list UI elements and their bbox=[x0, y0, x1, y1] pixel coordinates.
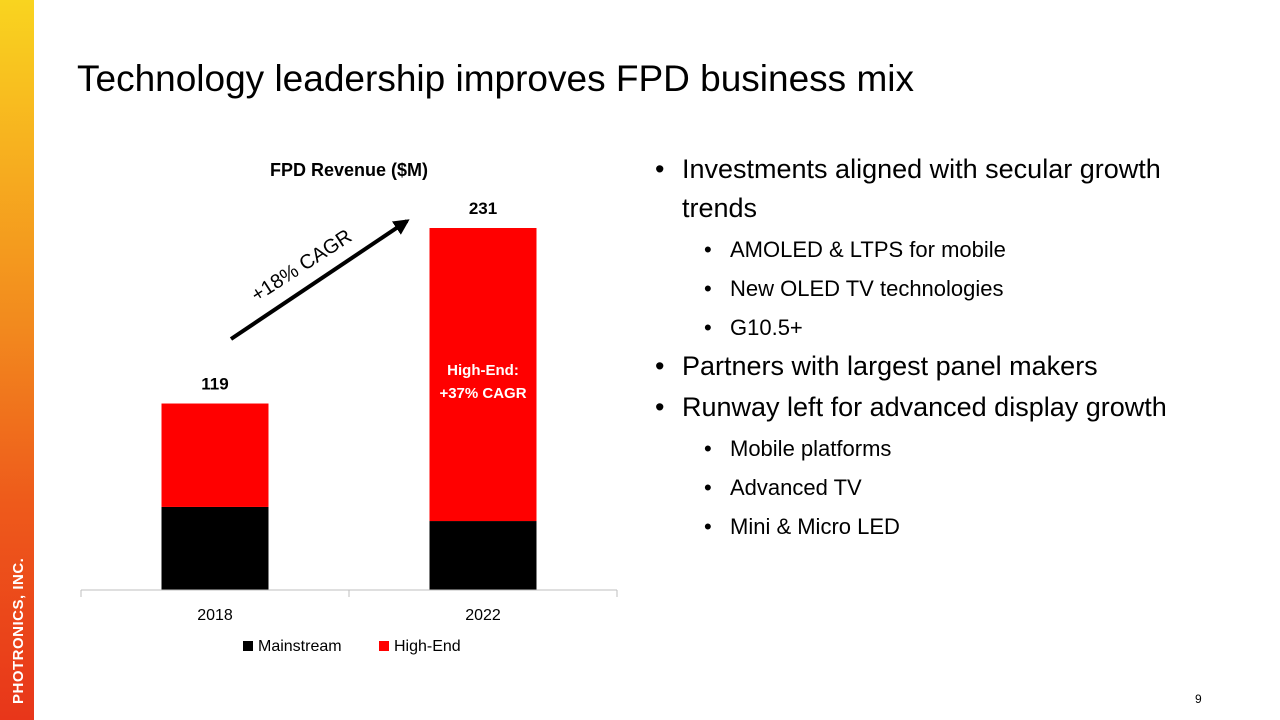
legend: Mainstream High-End bbox=[243, 638, 461, 655]
page-title: Technology leadership improves FPD busin… bbox=[77, 58, 914, 99]
chart-title: FPD Revenue ($M) bbox=[270, 160, 428, 180]
bar-high-end-2022 bbox=[429, 228, 537, 522]
sub-bullet-item: Mini & Micro LED bbox=[655, 507, 1215, 546]
bullet-item: Investments aligned with secular growth … bbox=[655, 150, 1215, 228]
bar-total-label: 119 bbox=[201, 375, 228, 394]
x-tick-label: 2022 bbox=[465, 607, 501, 624]
bar-high-end-2018 bbox=[161, 403, 269, 507]
high-end-cagr-label-line1: High-End: bbox=[447, 362, 519, 379]
bullet-item: Runway left for advanced display growth bbox=[655, 388, 1215, 427]
legend-swatch-mainstream bbox=[243, 641, 253, 651]
legend-label-mainstream: Mainstream bbox=[258, 638, 342, 655]
legend-swatch-high-end bbox=[379, 641, 389, 651]
sub-bullet-item: AMOLED & LTPS for mobile bbox=[655, 230, 1215, 269]
legend-label-high-end: High-End bbox=[394, 638, 461, 655]
bullet-list: Investments aligned with secular growth … bbox=[655, 150, 1215, 546]
sub-bullet-item: Advanced TV bbox=[655, 468, 1215, 507]
bar-mainstream-2022 bbox=[429, 521, 537, 590]
x-tick-label: 2018 bbox=[197, 607, 233, 624]
bar-total-label: 231 bbox=[469, 199, 497, 218]
sub-bullet-item: G10.5+ bbox=[655, 308, 1215, 347]
bar-mainstream-2018 bbox=[161, 506, 269, 590]
high-end-cagr-label-line2: +37% CAGR bbox=[439, 385, 526, 402]
sidebar: PHOTRONICS, INC. bbox=[0, 0, 34, 720]
sub-bullet-item: Mobile platforms bbox=[655, 429, 1215, 468]
sub-bullet-item: New OLED TV technologies bbox=[655, 269, 1215, 308]
cagr-arrow bbox=[229, 219, 410, 341]
bullet-item: Partners with largest panel makers bbox=[655, 347, 1215, 386]
page-number: 9 bbox=[1195, 692, 1202, 706]
